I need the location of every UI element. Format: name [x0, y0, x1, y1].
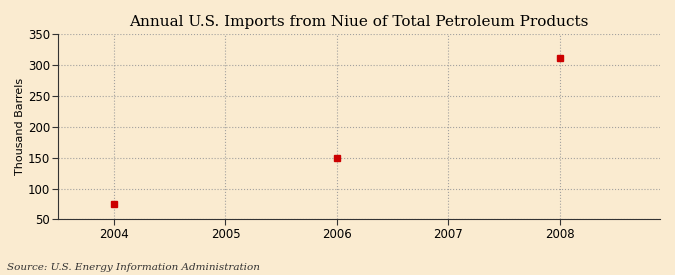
Text: Source: U.S. Energy Information Administration: Source: U.S. Energy Information Administ…: [7, 263, 260, 272]
Title: Annual U.S. Imports from Niue of Total Petroleum Products: Annual U.S. Imports from Niue of Total P…: [130, 15, 589, 29]
Y-axis label: Thousand Barrels: Thousand Barrels: [15, 78, 25, 175]
